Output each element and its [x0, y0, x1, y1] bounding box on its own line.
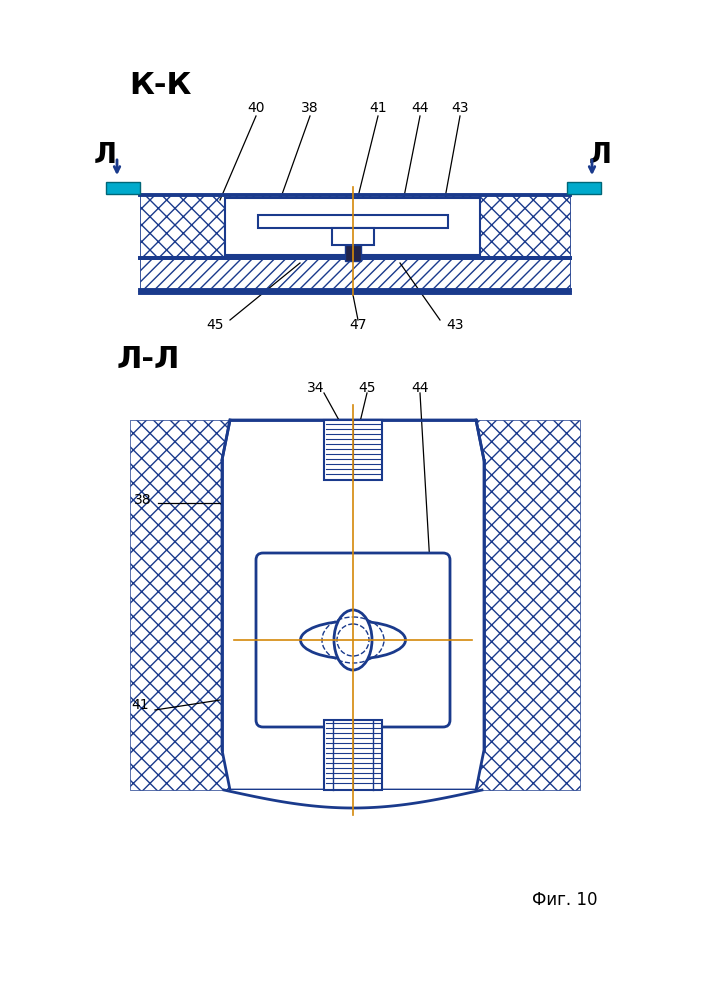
Bar [225, 198, 480, 255]
Bar [140, 195, 570, 258]
Text: 44: 44 [411, 101, 428, 115]
Text: 45: 45 [206, 318, 223, 332]
Text: Л-Л: Л-Л [117, 346, 180, 374]
Text: Л: Л [588, 141, 612, 169]
Text: 44: 44 [411, 381, 428, 395]
Bar [345, 245, 361, 261]
Text: 45: 45 [358, 381, 375, 395]
Bar [324, 420, 382, 480]
Text: 40: 40 [247, 101, 264, 115]
Text: 38: 38 [134, 493, 152, 507]
Text: 34: 34 [308, 381, 325, 395]
Bar [258, 215, 448, 228]
Bar [332, 228, 374, 245]
Bar [106, 182, 140, 194]
Text: 43: 43 [451, 101, 469, 115]
Polygon shape [222, 420, 484, 790]
Bar [130, 420, 580, 790]
Polygon shape [224, 790, 482, 808]
Ellipse shape [300, 621, 406, 659]
Text: 41: 41 [132, 698, 148, 712]
Ellipse shape [334, 610, 372, 670]
Text: 41: 41 [369, 101, 387, 115]
Text: 43: 43 [446, 318, 464, 332]
Text: 38: 38 [301, 101, 319, 115]
Text: Фиг. 10: Фиг. 10 [532, 891, 597, 909]
Bar [140, 258, 570, 290]
Text: 47: 47 [349, 318, 367, 332]
FancyBboxPatch shape [256, 553, 450, 727]
Text: Л: Л [93, 141, 117, 169]
Text: К-К: К-К [129, 70, 191, 100]
Bar [567, 182, 601, 194]
Bar [324, 720, 382, 790]
